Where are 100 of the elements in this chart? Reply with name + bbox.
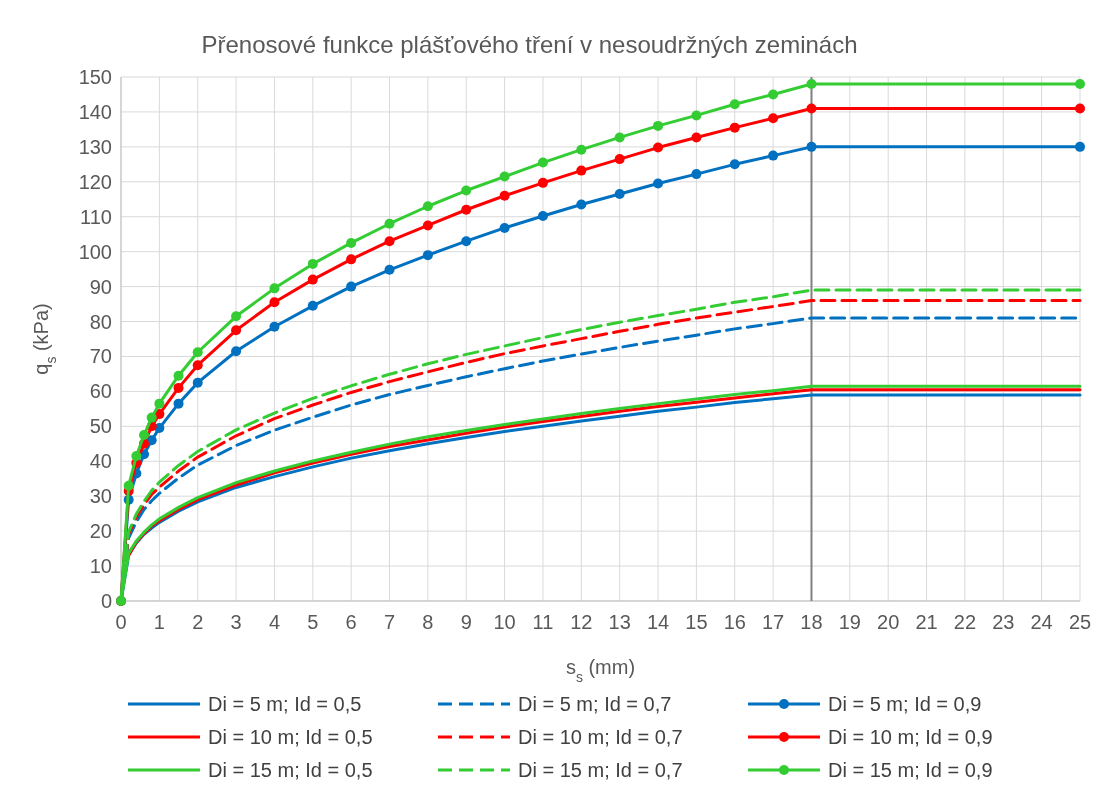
y-tick-label: 40 [89, 450, 112, 473]
y-tick-label: 70 [89, 345, 112, 368]
point [131, 451, 142, 462]
point [346, 254, 357, 265]
point [614, 154, 625, 165]
x-axis-title: s$_{s}$ (mm) [565, 656, 636, 685]
legend-label: Di = 5 m; Id = 0,9 [828, 693, 982, 715]
legend-label: Di = 15 m; Id = 0,7 [518, 759, 683, 781]
y-tick-label: 140 [78, 100, 112, 123]
legend-label: Di = 15 m; Id = 0,5 [208, 759, 373, 781]
point [192, 360, 203, 371]
y-tick-label: 110 [80, 205, 112, 228]
point [384, 218, 395, 229]
point [461, 185, 472, 196]
point [231, 311, 242, 322]
point [192, 377, 203, 388]
x-tick-label: 9 [460, 611, 472, 633]
x-tick-label: 2 [192, 611, 204, 633]
point [768, 89, 779, 100]
x-tick-label: 16 [723, 611, 746, 633]
point [307, 258, 318, 269]
x-tick-label: 14 [646, 611, 670, 633]
y-tick-label: 50 [89, 415, 112, 438]
point [499, 171, 510, 182]
point [192, 347, 203, 358]
point [537, 177, 548, 188]
legend-label: Di = 10 m; Id = 0,7 [518, 726, 683, 748]
y-tick-label: 100 [78, 240, 112, 263]
point [691, 110, 702, 121]
x-tick-label: 5 [307, 611, 319, 633]
point [1075, 78, 1085, 89]
point [384, 236, 395, 247]
line-series [127, 388, 1082, 558]
point [653, 142, 664, 153]
x-tick-label: 10 [493, 611, 516, 633]
point [729, 122, 740, 133]
point [806, 103, 817, 114]
point [269, 283, 280, 294]
x-tick-label: 23 [992, 611, 1015, 633]
point [614, 132, 625, 143]
chart-title: Přenosové funkce plášťového tření v nesoudržných zeminách [201, 31, 858, 58]
x-tick-label: 24 [1030, 611, 1053, 633]
point [806, 141, 817, 152]
point [384, 264, 395, 275]
point [139, 430, 150, 441]
point [346, 281, 357, 292]
legend-label: Di = 15 m; Id = 0,9 [828, 759, 993, 781]
point [307, 300, 318, 311]
x-tick-label: 19 [838, 611, 861, 633]
point [307, 274, 318, 285]
point [806, 78, 817, 89]
x-tick-label: 11 [532, 611, 554, 633]
point [231, 325, 242, 336]
point [653, 178, 664, 189]
point [691, 169, 702, 180]
point [461, 236, 472, 247]
point [422, 220, 433, 231]
x-tick-label: 13 [608, 611, 631, 633]
point [123, 480, 134, 491]
x-tick-label: 12 [570, 611, 593, 633]
x-tick-label: 22 [953, 611, 977, 633]
legend-label: Di = 10 m; Id = 0,9 [828, 726, 993, 748]
x-tick-label: 20 [877, 611, 900, 633]
x-tick-label: 8 [422, 611, 434, 633]
x-tick-label: 4 [268, 611, 280, 633]
x-tick-label: 0 [115, 611, 127, 633]
legend-label: Di = 10 m; Id = 0,5 [208, 726, 373, 748]
legend-label: Di = 5 m; Id = 0,7 [518, 693, 672, 715]
point [499, 190, 510, 201]
x-tick-label: 6 [345, 611, 357, 633]
y-tick-label: 10 [89, 555, 112, 578]
point [173, 370, 184, 381]
point [614, 189, 625, 200]
point [173, 398, 184, 409]
y-tick-label: 90 [89, 275, 112, 298]
y-tick-label: 130 [78, 135, 112, 158]
point [576, 165, 587, 176]
x-tick-label: 3 [230, 611, 242, 633]
point [576, 199, 587, 210]
point [729, 159, 740, 170]
point [269, 297, 280, 308]
x-tick-label: 21 [915, 611, 938, 633]
y-tick-label: 80 [89, 310, 112, 333]
point [346, 237, 357, 248]
x-tick-label: 15 [685, 611, 708, 633]
point [1075, 103, 1085, 114]
point [422, 201, 433, 212]
x-tick-label: 25 [1068, 611, 1092, 633]
point [461, 204, 472, 215]
point [768, 150, 779, 161]
y-tick-label: 0 [100, 590, 112, 612]
x-tick-label: 18 [800, 611, 823, 633]
y-tick-label: 150 [78, 66, 112, 88]
point [499, 222, 510, 233]
point [537, 211, 548, 222]
y-tick-label: 30 [89, 485, 112, 508]
point [653, 120, 664, 131]
point [691, 132, 702, 143]
point [576, 144, 587, 155]
x-tick-label: 1 [153, 611, 165, 633]
